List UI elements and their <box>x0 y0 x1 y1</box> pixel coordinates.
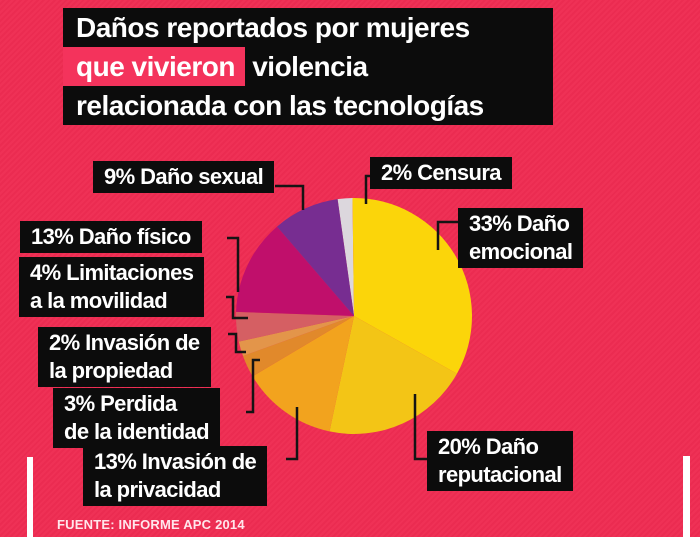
title-line-1: Daños reportados por mujeres <box>63 8 553 47</box>
title-text-2: violencia <box>244 51 368 82</box>
pie-slice-da-o-sexual <box>277 199 354 316</box>
label-invasion-propiedad: 2% Invasión de la propiedad <box>38 327 211 387</box>
source-note: FUENTE: INFORME APC 2014 <box>57 517 245 532</box>
decorative-bar-left <box>27 457 33 537</box>
pie-slice-da-o-reputacional <box>329 316 457 434</box>
label-dano-fisico: 13% Daño físico <box>20 221 202 253</box>
decorative-bar-right <box>683 456 690 537</box>
title-text-3: relacionada con las tecnologías <box>76 90 484 121</box>
callout-line-emocional <box>436 220 458 250</box>
callout-line-identidad <box>246 358 260 414</box>
title-block: Daños reportados por mujeres que viviero… <box>63 8 553 125</box>
callout-line-reputacional <box>413 394 429 461</box>
callout-lines <box>226 174 458 461</box>
callout-line-censura <box>364 174 370 204</box>
pie-slice-invasi-n-de-la-propiedad <box>238 316 354 357</box>
label-dano-emocional: 33% Daño emocional <box>458 208 584 268</box>
callout-line-movilidad <box>226 295 248 320</box>
pie-slice-perdida-de-la-identidad <box>242 316 354 377</box>
title-line-2: que vivieron violencia <box>63 47 553 86</box>
callout-line-sexual <box>275 184 305 210</box>
pie-slice-da-o-f-sico <box>236 226 354 316</box>
callout-line-fisico <box>227 236 240 292</box>
pie-slice-invasi-n-de-la-privacidad <box>252 316 354 432</box>
title-text-1: Daños reportados por mujeres <box>76 12 470 43</box>
title-line-3: relacionada con las tecnologías <box>63 86 553 125</box>
label-perdida-identidad: 3% Perdida de la identidad <box>53 388 221 448</box>
label-invasion-privacidad: 13% Invasión de la privacidad <box>83 446 268 506</box>
label-dano-reputacional: 20% Daño reputacional <box>427 431 573 491</box>
callout-line-privacidad <box>286 407 299 461</box>
pie-slices <box>235 198 472 434</box>
label-dano-sexual: 9% Daño sexual <box>93 161 275 193</box>
callout-line-propiedad <box>228 332 246 354</box>
pie-slice-limitaciones-a-la-movilidad <box>235 311 354 342</box>
label-censura: 2% Censura <box>370 157 512 189</box>
pie-slice-da-o-emocional <box>352 198 472 374</box>
pie-slice-censura <box>337 198 354 316</box>
title-highlight: que vivieron <box>63 47 245 86</box>
label-limitaciones-movilidad: 4% Limitaciones a la movilidad <box>19 257 205 317</box>
